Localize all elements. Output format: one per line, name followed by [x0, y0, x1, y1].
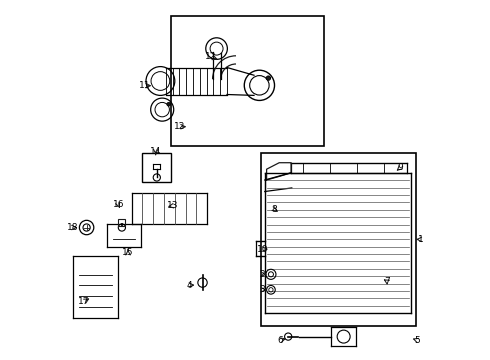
Text: 6: 6 — [277, 336, 283, 345]
Bar — [143, 153, 171, 182]
Text: 14: 14 — [150, 148, 161, 156]
Circle shape — [266, 76, 270, 80]
Bar — [171, 16, 324, 146]
Circle shape — [167, 102, 171, 106]
Bar — [261, 153, 416, 326]
Text: 8: 8 — [271, 205, 277, 214]
Bar — [118, 219, 125, 226]
Text: 16: 16 — [113, 200, 124, 209]
Text: 4: 4 — [186, 281, 192, 289]
Text: 18: 18 — [67, 223, 79, 232]
Text: 2: 2 — [260, 270, 265, 279]
Text: 13: 13 — [167, 202, 178, 210]
Text: 9: 9 — [398, 163, 403, 172]
Text: 12: 12 — [174, 122, 185, 131]
Text: 12: 12 — [205, 52, 217, 61]
Text: 7: 7 — [384, 277, 390, 286]
Text: 5: 5 — [414, 336, 420, 345]
Text: 15: 15 — [122, 248, 134, 257]
Text: 10: 10 — [257, 245, 268, 253]
Text: 17: 17 — [78, 297, 90, 306]
Text: 1: 1 — [418, 235, 423, 244]
Text: 3: 3 — [259, 285, 265, 294]
Text: 11: 11 — [139, 81, 150, 90]
